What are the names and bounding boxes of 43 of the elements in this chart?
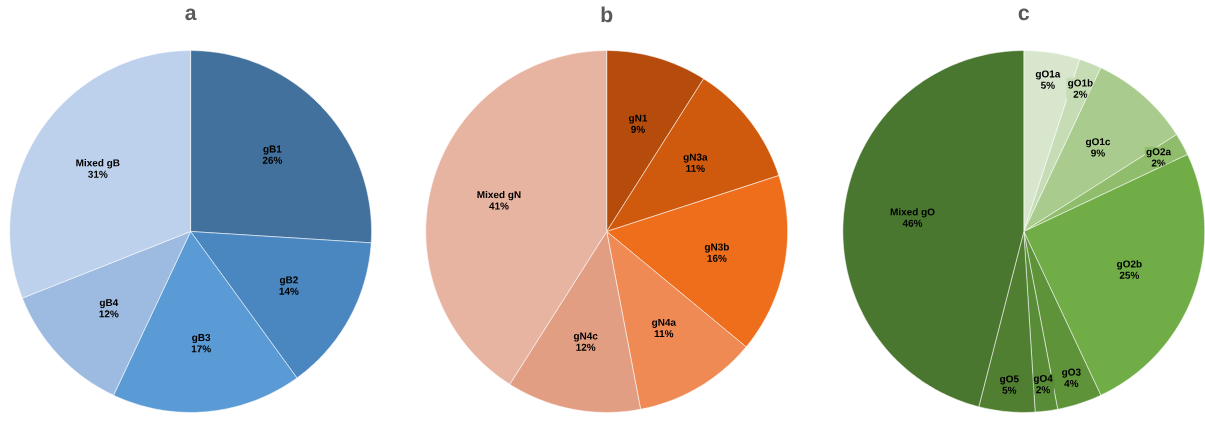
slice-label: gN4c xyxy=(573,332,598,342)
data-label: 17% xyxy=(191,345,211,353)
data-label: 9% xyxy=(1091,149,1105,157)
slice-label: Mixed gO xyxy=(890,208,935,218)
data-label: 2% xyxy=(1151,159,1166,167)
legend-label: gO5 xyxy=(1000,375,1019,385)
data-label: 25% xyxy=(1119,271,1140,279)
slice-label: gN4a xyxy=(652,318,677,328)
slice-label: gO2b xyxy=(1117,260,1142,270)
data-label: 11% xyxy=(686,164,705,172)
chart-title: c xyxy=(1018,8,1030,21)
slice-label: Mixed gN xyxy=(477,190,521,201)
data-label: 31% xyxy=(88,170,108,178)
data-label: 9% xyxy=(631,125,645,133)
data-label: 2% xyxy=(1073,90,1088,98)
data-label: 12% xyxy=(576,343,596,351)
data-label: 4% xyxy=(1064,379,1079,387)
slice-label: gO1a xyxy=(1035,70,1061,80)
chart-title: b xyxy=(601,6,613,23)
slice-label: gO4 xyxy=(1033,374,1053,384)
data-label: 5% xyxy=(1002,386,1017,394)
data-label: 2% xyxy=(1036,386,1050,394)
data-label: 12% xyxy=(99,310,119,318)
data-label: 41% xyxy=(489,202,509,210)
data-label: 26% xyxy=(262,156,283,164)
slice-label: gO3 xyxy=(1062,368,1081,378)
data-label: 46% xyxy=(902,219,923,227)
slice-label: gN3b xyxy=(704,243,729,253)
slice-label: gB2 xyxy=(279,276,298,286)
slice-label: gB1 xyxy=(263,145,282,155)
slice-label: Mixed gB xyxy=(76,159,120,169)
data-label: 14% xyxy=(279,287,299,295)
data-label: 16% xyxy=(707,254,727,262)
data-label: 11% xyxy=(654,330,674,338)
slice-label: gN3a xyxy=(683,153,708,163)
slice-label: gB3 xyxy=(192,333,211,344)
chart-title: a xyxy=(185,8,197,21)
slice-label: gO1c xyxy=(1085,138,1111,148)
slice-label: gN1 xyxy=(629,114,648,124)
slice-label: gO2a xyxy=(1146,148,1172,158)
data-label: 5% xyxy=(1040,81,1055,89)
slice-label: gO1b xyxy=(1068,79,1093,89)
slice-label: gB4 xyxy=(99,299,119,309)
